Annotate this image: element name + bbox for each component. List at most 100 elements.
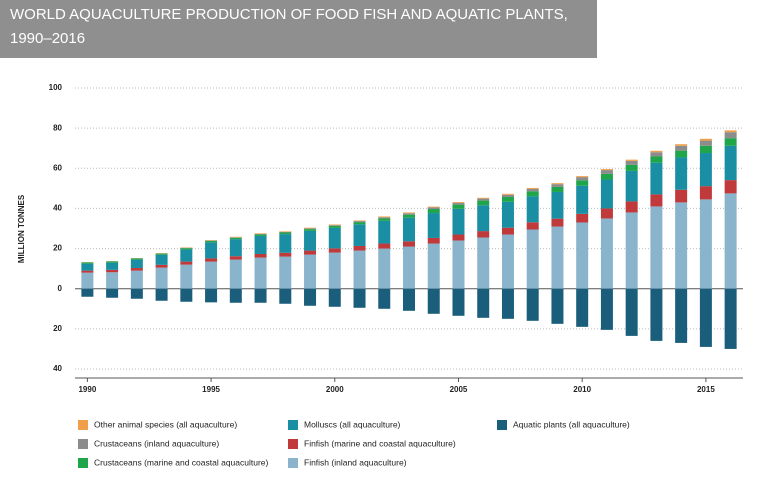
bar-segment <box>724 180 737 194</box>
bar-segment <box>328 225 341 228</box>
bar-segment <box>501 193 514 195</box>
bar-segment <box>229 236 242 238</box>
bar-segment <box>353 250 366 289</box>
bar-segment <box>675 202 688 289</box>
bar-segment <box>205 258 218 262</box>
bar-segment <box>403 214 415 218</box>
legend-swatch <box>78 420 88 430</box>
bar-segment <box>130 268 143 271</box>
bar-segment <box>625 212 638 289</box>
y-tick-label: 100 <box>49 83 63 92</box>
title-banner <box>0 0 597 58</box>
bar-segment <box>576 222 589 289</box>
y-tick-label: 20 <box>53 324 62 333</box>
bar-segment <box>254 233 267 235</box>
bar-segment <box>526 188 539 192</box>
bar-segment <box>378 243 391 249</box>
bar-segment <box>106 262 119 270</box>
bar-segment <box>254 257 267 289</box>
bar-segment <box>452 288 465 316</box>
bar-segment <box>650 162 663 195</box>
bar-segment <box>81 262 94 264</box>
bar-segment <box>526 222 539 230</box>
bar-segment <box>724 132 737 139</box>
bar-segment <box>403 217 415 242</box>
bar-segment <box>576 288 589 327</box>
y-tick-label: 40 <box>53 364 62 373</box>
bar-segment <box>155 254 168 265</box>
y-axis-label: MILLION TONNES <box>17 194 26 263</box>
bar-segment <box>81 272 94 289</box>
bar-segment <box>477 205 490 232</box>
bar-segment <box>452 202 465 205</box>
y-tick-label: 20 <box>53 244 62 253</box>
bar-segment <box>625 164 638 171</box>
bar-segment <box>699 140 712 146</box>
bar-segment <box>650 152 663 157</box>
bar-segment <box>155 267 168 289</box>
bar-segment <box>452 240 465 289</box>
legend-swatch <box>288 458 298 468</box>
bar-segment <box>501 288 514 319</box>
legend-swatch <box>78 439 88 449</box>
bar-segment <box>600 179 613 209</box>
bar-segment <box>699 288 712 347</box>
legend-label: Crustaceans (inland aquaculture) <box>94 438 219 448</box>
y-tick-label: 60 <box>53 163 62 172</box>
bar-segment <box>403 246 415 289</box>
bar-segment <box>378 216 391 218</box>
bar-segment <box>551 183 564 185</box>
legend-swatch <box>497 420 507 430</box>
bar-segment <box>229 237 242 240</box>
bar-segment <box>576 180 589 186</box>
bar-segment <box>477 231 490 238</box>
bar-segment <box>106 261 119 263</box>
bar-segment <box>600 169 613 171</box>
bar-segment <box>254 234 267 236</box>
bar-segment <box>328 248 341 253</box>
y-tick-label: 80 <box>53 123 62 132</box>
bar-segment <box>353 224 366 246</box>
bar-segment <box>130 270 143 289</box>
bar-segment <box>403 212 415 214</box>
bar-segment <box>452 234 465 241</box>
legend-label: Crustaceans (marine and coastal aquacult… <box>94 457 269 467</box>
bar-segment <box>427 288 440 314</box>
bar-segment <box>427 243 440 289</box>
bar-segment <box>650 156 663 163</box>
bar-segment <box>180 261 193 265</box>
bar-segment <box>328 252 341 289</box>
bar-segment <box>452 208 465 235</box>
bar-segment <box>600 170 613 174</box>
bar-segment <box>724 193 737 289</box>
bar-segment <box>501 201 514 228</box>
bar-segment <box>501 196 514 202</box>
bar-segment <box>304 227 317 229</box>
bar-segment <box>576 177 589 181</box>
bar-segment <box>427 237 440 244</box>
bar-segment <box>229 259 242 289</box>
bar-segment <box>304 230 317 251</box>
bar-segment <box>551 186 564 192</box>
bar-segment <box>724 130 737 133</box>
x-tick-label: 1990 <box>78 385 96 394</box>
bar-segment <box>403 213 415 215</box>
bar-segment <box>304 228 317 230</box>
chart-title: 1990–2016 <box>10 30 85 47</box>
bar-segment <box>650 206 663 289</box>
x-tick-label: 1995 <box>202 385 220 394</box>
bar-segment <box>180 288 193 302</box>
bar-segment <box>600 288 613 330</box>
bar-segment <box>576 176 589 178</box>
bar-segment <box>378 248 391 289</box>
legend-label: Aquatic plants (all aquaculture) <box>513 419 630 429</box>
bar-segment <box>180 249 193 262</box>
bar-segment <box>378 217 391 219</box>
bar-segment <box>328 227 341 249</box>
bar-segment <box>304 254 317 289</box>
bar-segment <box>328 224 341 226</box>
bar-segment <box>403 241 415 247</box>
bar-segment <box>353 221 366 223</box>
bar-segment <box>551 226 564 289</box>
